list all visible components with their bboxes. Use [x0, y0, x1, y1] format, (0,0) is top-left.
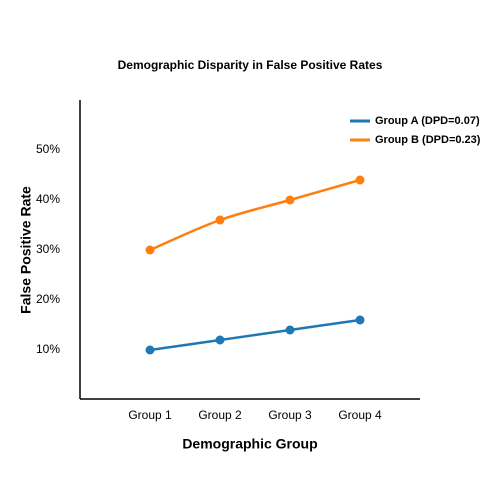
- x-axis-label: Demographic Group: [182, 436, 317, 452]
- y-tick-label: 30%: [36, 242, 60, 256]
- y-tick-label: 50%: [36, 142, 60, 156]
- data-point: [215, 215, 225, 225]
- x-tick-label: Group 4: [338, 408, 382, 422]
- data-point: [355, 175, 365, 185]
- data-point: [145, 345, 155, 355]
- chart-title: Demographic Disparity in False Positive …: [118, 58, 383, 72]
- data-point: [285, 195, 295, 205]
- data-point: [215, 335, 225, 345]
- legend-label: Group B (DPD=0.23): [375, 134, 481, 146]
- series-line: [149, 178, 361, 252]
- y-tick-label: 10%: [36, 342, 60, 356]
- data-point: [145, 245, 155, 255]
- y-axis-label: False Positive Rate: [18, 186, 34, 314]
- series-line: [149, 318, 361, 352]
- data-point: [285, 325, 295, 335]
- x-tick-label: Group 3: [268, 408, 312, 422]
- x-tick-label: Group 2: [198, 408, 242, 422]
- y-tick-label: 40%: [36, 192, 60, 206]
- data-point: [355, 315, 365, 325]
- legend-label: Group A (DPD=0.07): [375, 115, 480, 127]
- x-tick-label: Group 1: [128, 408, 172, 422]
- y-tick-label: 20%: [36, 292, 60, 306]
